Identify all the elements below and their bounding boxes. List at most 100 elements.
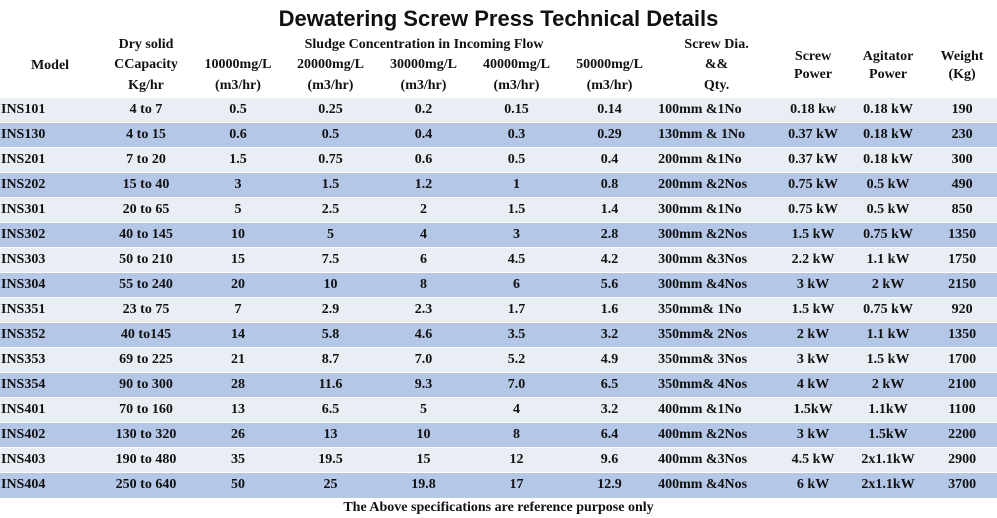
header-conc-10000: 10000mg/L	[192, 55, 284, 75]
header-flow-unit: (m3/hr)	[192, 75, 284, 98]
cell-flow-40000: 3	[470, 222, 563, 248]
cell-flow-20000: 25	[284, 472, 377, 498]
cell-model: INS303	[0, 247, 100, 273]
cell-agitator-power: 2x1.1kW	[849, 472, 928, 498]
cell-weight: 190	[927, 97, 997, 123]
cell-flow-20000: 5	[284, 222, 377, 248]
cell-flow-40000: 4.5	[470, 247, 563, 273]
cell-screw-dia-qty: 300mm &3Nos	[656, 247, 778, 273]
cell-flow-10000: 15	[192, 247, 284, 273]
cell-model: INS130	[0, 122, 100, 148]
cell-flow-20000: 2.5	[284, 197, 377, 223]
cell-flow-40000: 5.2	[470, 347, 563, 373]
header-dry-solid-3: Kg/hr	[100, 75, 192, 98]
cell-flow-10000: 5	[192, 197, 284, 223]
cell-flow-20000: 5.8	[284, 322, 377, 348]
cell-capacity: 70 to 160	[100, 397, 192, 423]
cell-model: INS302	[0, 222, 100, 248]
cell-flow-40000: 1.7	[470, 297, 563, 323]
cell-agitator-power: 2 kW	[849, 372, 928, 398]
cell-screw-power: 3 kW	[777, 272, 850, 298]
table-row: INS352 40 to145 14 5.8 4.6 3.5 3.2 350mm& 2Nos 2…	[0, 322, 997, 348]
header-weight: Weight (Kg)	[927, 35, 997, 98]
header-sludge-group: Sludge Concentration in Incoming Flow	[192, 35, 657, 55]
cell-flow-40000: 8	[470, 422, 563, 448]
cell-capacity: 90 to 300	[100, 372, 192, 398]
cell-flow-40000: 0.5	[470, 147, 563, 173]
cell-weight: 2150	[927, 272, 997, 298]
cell-flow-50000: 3.2	[563, 397, 657, 423]
cell-flow-30000: 2.3	[377, 297, 470, 323]
cell-weight: 920	[927, 297, 997, 323]
cell-capacity: 7 to 20	[100, 147, 192, 173]
cell-model: INS101	[0, 97, 100, 123]
cell-agitator-power: 1.5kW	[849, 422, 928, 448]
table-row: INS402 130 to 320 26 13 10 8 6.4 400mm &2Nos 3 k…	[0, 422, 997, 448]
cell-flow-10000: 20	[192, 272, 284, 298]
cell-model: INS354	[0, 372, 100, 398]
cell-flow-50000: 0.4	[563, 147, 657, 173]
cell-flow-10000: 7	[192, 297, 284, 323]
cell-agitator-power: 0.18 kW	[849, 97, 928, 123]
cell-screw-power: 3 kW	[777, 422, 850, 448]
table-row: INS353 69 to 225 21 8.7 7.0 5.2 4.9 350mm& 3Nos…	[0, 347, 997, 373]
cell-screw-power: 0.75 kW	[777, 172, 850, 198]
cell-agitator-power: 1.1 kW	[849, 247, 928, 273]
cell-screw-power: 2.2 kW	[777, 247, 850, 273]
table-row: INS351 23 to 75 7 2.9 2.3 1.7 1.6 350mm& 1No 1.5…	[0, 297, 997, 323]
cell-screw-dia-qty: 350mm& 2Nos	[656, 322, 778, 348]
cell-screw-power: 1.5kW	[777, 397, 850, 423]
cell-flow-50000: 9.6	[563, 447, 657, 473]
cell-flow-20000: 8.7	[284, 347, 377, 373]
header-dry-solid-1: Dry solid	[100, 35, 192, 55]
cell-agitator-power: 0.5 kW	[849, 172, 928, 198]
cell-agitator-power: 2 kW	[849, 272, 928, 298]
cell-flow-30000: 2	[377, 197, 470, 223]
cell-weight: 230	[927, 122, 997, 148]
cell-screw-dia-qty: 400mm &1No	[656, 397, 778, 423]
cell-capacity: 20 to 65	[100, 197, 192, 223]
cell-agitator-power: 0.5 kW	[849, 197, 928, 223]
table-row: INS403 190 to 480 35 19.5 15 12 9.6 400mm &3Nos…	[0, 447, 997, 473]
cell-screw-dia-qty: 100mm &1No	[656, 97, 778, 123]
cell-screw-power: 0.37 kW	[777, 122, 850, 148]
table-header: Model Dry solid Sludge Concentration in …	[0, 35, 997, 98]
table-row: INS202 15 to 40 3 1.5 1.2 1 0.8 200mm &2Nos 0.75…	[0, 172, 997, 198]
cell-flow-20000: 13	[284, 422, 377, 448]
table-row: INS101 4 to 7 0.5 0.25 0.2 0.15 0.14 100mm &1No…	[0, 97, 997, 123]
cell-weight: 3700	[927, 472, 997, 498]
cell-flow-30000: 6	[377, 247, 470, 273]
cell-screw-dia-qty: 300mm &2Nos	[656, 222, 778, 248]
table-row: INS354 90 to 300 28 11.6 9.3 7.0 6.5 350mm& 4No…	[0, 372, 997, 398]
cell-flow-10000: 21	[192, 347, 284, 373]
cell-capacity: 190 to 480	[100, 447, 192, 473]
cell-flow-50000: 2.8	[563, 222, 657, 248]
table-row: INS303 50 to 210 15 7.5 6 4.5 4.2 300mm &3Nos 2.…	[0, 247, 997, 273]
cell-flow-50000: 0.8	[563, 172, 657, 198]
cell-weight: 850	[927, 197, 997, 223]
cell-screw-dia-qty: 300mm &4Nos	[656, 272, 778, 298]
cell-weight: 490	[927, 172, 997, 198]
cell-flow-20000: 6.5	[284, 397, 377, 423]
table-row: INS130 4 to 15 0.6 0.5 0.4 0.3 0.29 130mm & 1No…	[0, 122, 997, 148]
table-body: INS101 4 to 7 0.5 0.25 0.2 0.15 0.14 100mm &1No…	[0, 97, 997, 498]
cell-flow-50000: 3.2	[563, 322, 657, 348]
cell-weight: 300	[927, 147, 997, 173]
cell-screw-dia-qty: 200mm &1No	[656, 147, 778, 173]
cell-flow-10000: 28	[192, 372, 284, 398]
cell-flow-30000: 4	[377, 222, 470, 248]
cell-flow-40000: 0.15	[470, 97, 563, 123]
cell-weight: 1700	[927, 347, 997, 373]
cell-capacity: 23 to 75	[100, 297, 192, 323]
footer-note: The Above specifications are reference p…	[0, 498, 997, 518]
cell-weight: 1350	[927, 322, 997, 348]
header-flow-unit: (m3/hr)	[563, 75, 657, 98]
cell-weight: 2900	[927, 447, 997, 473]
cell-flow-50000: 0.14	[563, 97, 657, 123]
cell-capacity: 50 to 210	[100, 247, 192, 273]
cell-agitator-power: 0.75 kW	[849, 222, 928, 248]
cell-flow-20000: 11.6	[284, 372, 377, 398]
header-flow-unit: (m3/hr)	[377, 75, 470, 98]
cell-screw-dia-qty: 300mm &1No	[656, 197, 778, 223]
